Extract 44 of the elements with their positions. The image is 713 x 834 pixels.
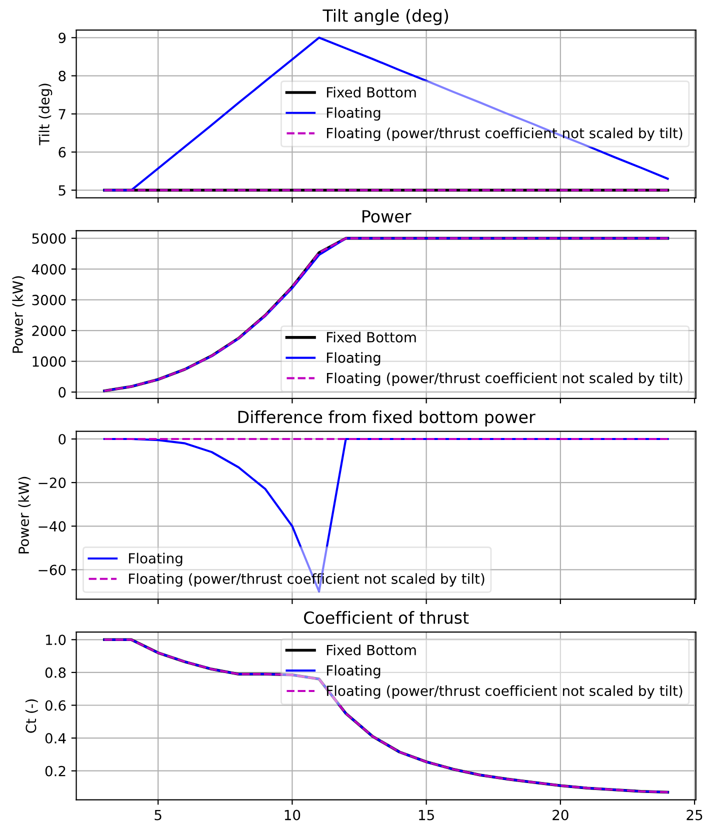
y-axis-title: Ct (-)	[26, 699, 38, 733]
y-tick-label: 4000	[32, 264, 66, 275]
legend-label: Floating (power/thrust coefficient not scaled by tilt)	[327, 128, 682, 142]
legend-label: Floating	[327, 352, 380, 366]
x-tick-label: 15	[419, 810, 434, 820]
legend-label: Fixed Bottom	[327, 86, 416, 98]
y-tick-label: 1.0	[46, 634, 66, 646]
legend-label: Fixed Bottom	[327, 644, 416, 656]
y-tick-label: 0.6	[45, 700, 66, 711]
x-tick-label: 5	[154, 810, 162, 820]
legend-label: Floating	[327, 664, 380, 678]
y-axis-title: Tilt (deg)	[38, 84, 52, 146]
chart-title: Tilt angle (deg)	[322, 9, 448, 26]
legend-label: Floating	[327, 107, 380, 121]
y-tick-label: 0.8	[45, 667, 66, 678]
chart-title: Difference from fixed bottom power	[238, 410, 536, 426]
legend-label: Fixed Bottom	[327, 332, 416, 343]
y-tick-label: 0	[58, 434, 66, 444]
y-tick-label: −60	[38, 564, 66, 576]
y-tick-label: 8	[58, 70, 66, 82]
y-tick-label: 3000	[32, 294, 66, 306]
y-tick-label: 5	[58, 185, 66, 196]
legend-label: Floating (power/thrust coefficient not scaled by tilt)	[327, 685, 682, 699]
y-axis-title: Power (kW)	[12, 276, 25, 353]
y-tick-label: 0	[58, 387, 66, 398]
x-tick-label: 20	[552, 810, 568, 820]
y-tick-label: 7	[58, 109, 66, 120]
y-tick-label: 5000	[32, 233, 66, 244]
y-tick-label: −20	[38, 478, 66, 488]
x-tick-label: 25	[686, 810, 702, 820]
y-tick-label: 1000	[32, 356, 66, 367]
legend-label: Floating (power/thrust coefficient not scaled by tilt)	[327, 372, 682, 386]
y-tick-label: 0.2	[45, 766, 66, 776]
y-tick-label: 9	[58, 32, 66, 44]
y-tick-label: 0.4	[45, 733, 66, 744]
chart-title: Power	[362, 210, 412, 223]
y-axis-title: Power (kW)	[18, 476, 31, 554]
x-tick-label: 10	[284, 810, 300, 820]
legend-label: Floating	[129, 552, 182, 566]
legend-label: Floating (power/thrust coefficient not scaled by tilt)	[129, 573, 484, 587]
chart-title: Coefficient of thrust	[304, 611, 469, 624]
y-tick-label: 6	[58, 147, 66, 158]
y-tick-label: −40	[38, 521, 66, 532]
y-tick-label: 2000	[32, 326, 66, 336]
